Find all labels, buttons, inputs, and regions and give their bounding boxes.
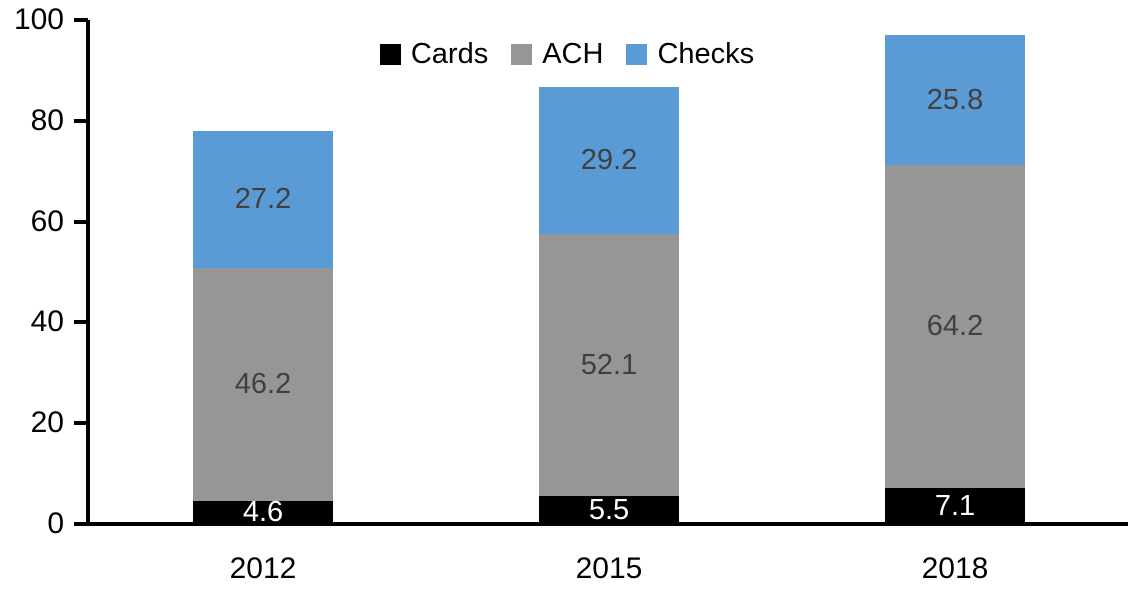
legend-swatch-checks-icon [626,43,648,65]
legend-swatch-ach-icon [511,43,533,65]
bar-segment-ach-2015 [539,233,679,497]
x-axis-line [74,522,1128,526]
legend-label-checks: Checks [657,38,755,70]
y-tick-mark-20 [74,421,88,426]
y-tick-mark-60 [74,219,88,224]
x-axis-label-2015: 2015 [575,552,643,585]
y-tick-mark-0 [74,522,88,526]
legend-label-ach: ACH [542,38,604,70]
bar-value-label-checks-2018: 25.8 [926,83,984,116]
y-tick-label-60: 60 [30,204,64,238]
y-tick-label-20: 20 [30,406,64,440]
bar-value-label-ach-2015: 52.1 [580,348,638,381]
y-tick-label-80: 80 [30,103,64,137]
x-axis-label-2012: 2012 [229,552,297,585]
legend-item-checks: Checks [626,38,754,70]
bar-value-label-cards-2018: 7.1 [934,490,976,523]
bar-value-label-checks-2012: 27.2 [234,183,292,216]
legend: Cards ACH Checks [0,38,1134,70]
x-axis-label-2018: 2018 [921,552,989,585]
legend-item-ach: ACH [511,38,603,70]
y-tick-label-0: 0 [47,507,64,540]
bar-value-label-cards-2015: 5.5 [588,494,630,527]
bar-value-label-ach-2018: 64.2 [926,310,984,343]
y-tick-label-100: 100 [13,3,64,36]
y-axis-line [86,20,90,526]
legend-item-cards: Cards [379,38,489,70]
bar-segment-ach-2018 [885,164,1025,489]
bar-segment-cards-2018 [885,488,1025,524]
y-tick-mark-40 [74,320,88,325]
bar-segment-checks-2018 [885,34,1025,165]
legend-label-cards: Cards [410,38,489,70]
bar-segment-checks-2012 [193,130,333,268]
y-tick-mark-100 [74,18,88,22]
legend-swatch-cards-icon [379,43,401,65]
bar-segment-checks-2015 [539,86,679,234]
bar-segment-cards-2012 [193,500,333,524]
y-tick-mark-80 [74,118,88,123]
bar-segment-ach-2012 [193,267,333,501]
bar-segment-cards-2015 [539,496,679,524]
bar-value-label-cards-2012: 4.6 [242,496,284,529]
bar-value-label-ach-2012: 46.2 [234,368,292,401]
y-tick-label-40: 40 [30,305,64,339]
bar-value-label-checks-2015: 29.2 [580,144,638,177]
